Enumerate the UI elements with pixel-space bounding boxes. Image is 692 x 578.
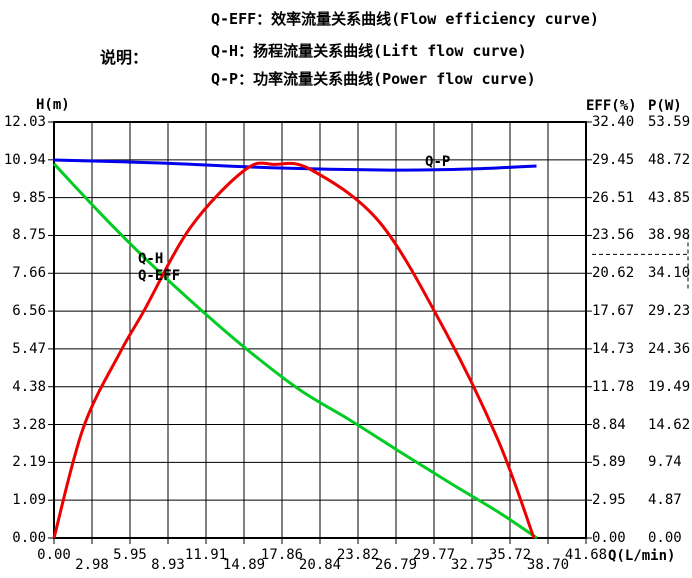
x-tick: 29.77: [412, 547, 456, 563]
y-left-tick: 10.94: [3, 151, 46, 168]
x-tick: 14.89: [222, 557, 266, 573]
x-tick: 32.75: [450, 557, 494, 573]
axis-title-h: H(m): [36, 97, 70, 113]
curve-q-p: [53, 158, 537, 172]
y-eff-tick: 2.95: [592, 492, 626, 509]
y-power-tick: 53.59: [648, 114, 691, 130]
y-power-tick: 43.85: [648, 189, 691, 206]
y-eff-tick: 23.56: [592, 227, 635, 244]
y-power-tick: 9.74: [648, 454, 682, 471]
legend-label: 说明：: [100, 48, 149, 67]
y-eff-tick: 14.73: [592, 340, 635, 357]
x-tick: 38.70: [526, 557, 570, 573]
axis-title-eff: EFF(%): [586, 98, 637, 114]
y-eff-tick: 11.78: [592, 378, 635, 395]
y-left-tick: 12.03: [3, 114, 46, 130]
x-tick: 20.84: [298, 557, 342, 573]
x-tick: 0.00: [37, 547, 71, 563]
y-power-tick: 4.87: [648, 492, 682, 509]
curve-q-h: [52, 162, 538, 540]
y-left-tick: 2.19: [12, 454, 46, 471]
y-power-tick: 29.23: [648, 303, 691, 320]
curve-annotation-q-p: Q-P: [425, 153, 451, 170]
x-tick: 17.86: [260, 547, 304, 563]
plot-border: [53, 121, 587, 539]
y-left-tick: 7.66: [12, 265, 46, 282]
y-power-tick: 19.49: [648, 378, 691, 395]
legend-line-qeff: Q-EFF：效率流量关系曲线(Flow efficiency curve): [211, 10, 599, 28]
curve-annotation-q-eff: Q-EFF: [137, 267, 181, 284]
y-left-tick: 4.38: [12, 378, 46, 395]
x-tick: 11.91: [184, 547, 228, 563]
axis-title-q: Q(L/min): [608, 548, 676, 564]
y-eff-tick: 0.00: [592, 530, 626, 546]
y-power-tick: 14.62: [648, 416, 691, 433]
y-power-tick: 34.10: [648, 265, 691, 282]
y-left-tick: 6.56: [12, 303, 46, 320]
y-eff-tick: 20.62: [592, 265, 635, 282]
x-tick: 26.79: [374, 557, 418, 573]
y-eff-tick: 32.40: [592, 114, 635, 130]
y-eff-tick: 29.45: [592, 151, 635, 168]
y-power-tick: 48.72: [648, 151, 691, 168]
x-tick: 8.93: [151, 557, 185, 573]
y-left-tick: 3.28: [12, 416, 46, 433]
curve-q-eff: [52, 161, 536, 539]
legend-line-qh: Q-H：扬程流量关系曲线(Lift flow curve): [211, 42, 527, 60]
x-tick: 5.95: [113, 547, 147, 563]
axis-title-pw: P(W): [648, 98, 682, 114]
y-eff-tick: 26.51: [592, 189, 635, 206]
y-left-tick: 9.85: [12, 189, 46, 206]
y-eff-tick: 8.84: [592, 416, 626, 433]
y-eff-tick: 5.89: [592, 454, 626, 471]
y-left-tick: 5.47: [12, 340, 46, 357]
y-left-tick: 1.09: [12, 492, 46, 509]
legend-line-qp: Q-P：功率流量关系曲线(Power flow curve): [211, 70, 536, 88]
y-eff-tick: 17.67: [592, 303, 635, 320]
x-tick: 23.82: [336, 547, 380, 563]
x-tick: 41.68: [564, 547, 608, 563]
y-power-tick: 38.98: [648, 227, 691, 244]
x-tick: 35.72: [488, 547, 532, 563]
y-power-tick: 0.00: [648, 530, 682, 546]
curve-annotation-q-h: Q-H: [137, 250, 164, 267]
y-power-tick: 24.36: [648, 340, 691, 357]
x-tick: 2.98: [75, 557, 109, 573]
y-left-tick: 0.00: [12, 530, 46, 546]
y-left-tick: 8.75: [12, 227, 46, 244]
